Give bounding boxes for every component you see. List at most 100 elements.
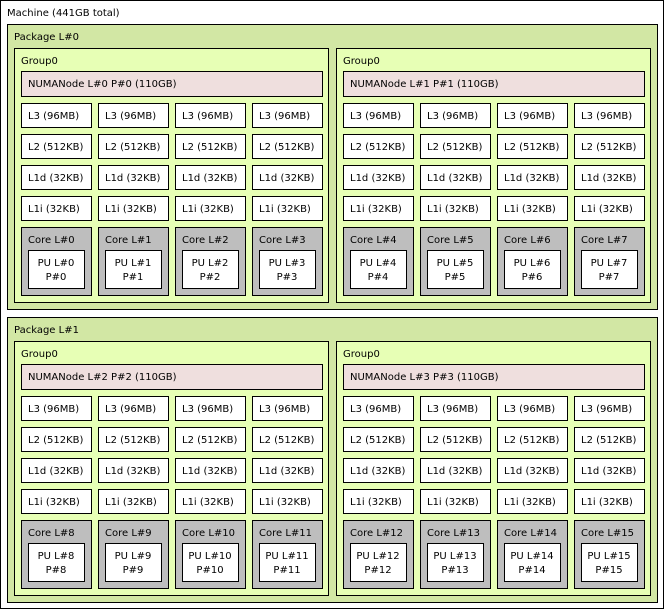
package-label: Package L#0 [14,32,79,43]
cache-box [175,165,246,190]
pu-label: P#4 [368,272,389,283]
cache-box [343,196,414,221]
cache-label: L1d (32KB) [28,466,84,477]
cache-box [98,489,169,514]
cache-box [343,134,414,159]
pu-box [259,250,316,289]
cache-box [497,458,568,483]
cache-box [252,103,323,128]
cache-label: L3 (96MB) [182,111,233,122]
numa-label: NUMANode L#3 P#3 (110GB) [350,372,499,383]
pu-label: P#0 [46,272,67,283]
pu-label: PU L#10 [188,551,231,562]
cache-label: L3 (96MB) [581,111,632,122]
cache-label: L2 (512KB) [427,142,483,153]
cache-box [420,489,491,514]
cache-label: L3 (96MB) [259,111,310,122]
cache-label: L2 (512KB) [182,435,238,446]
cache-box [420,165,491,190]
cache-label: L3 (96MB) [28,111,79,122]
cache-label: L2 (512KB) [28,142,84,153]
cache-box [252,489,323,514]
cache-label: L3 (96MB) [427,404,478,415]
core-label: Core L#11 [259,528,312,539]
cache-label: L2 (512KB) [427,435,483,446]
cache-box [343,165,414,190]
cache-box [420,103,491,128]
cache-box [497,396,568,421]
cache-box [420,134,491,159]
cache-label: L1i (32KB) [581,204,633,215]
cache-label: L2 (512KB) [259,435,315,446]
numa-label: NUMANode L#1 P#1 (110GB) [350,79,499,90]
core-label: Core L#12 [350,528,403,539]
pu-box [182,250,239,289]
cache-box [343,458,414,483]
pu-box [259,543,316,582]
cache-label: L1i (32KB) [427,497,479,508]
cache-label: L1d (32KB) [182,466,238,477]
cache-label: L3 (96MB) [28,404,79,415]
cache-box [98,134,169,159]
pu-label: PU L#7 [591,258,628,269]
core-label: Core L#4 [350,235,397,246]
pu-box [350,250,407,289]
cache-label: L1d (32KB) [105,466,161,477]
cache-label: L2 (512KB) [504,435,560,446]
cache-label: L1d (32KB) [105,173,161,184]
cache-box [98,196,169,221]
pu-label: P#6 [522,272,543,283]
pu-box [182,543,239,582]
numa-label: NUMANode L#0 P#0 (110GB) [28,79,177,90]
cache-box [574,196,645,221]
group-label: Group0 [343,56,380,67]
pu-label: P#1 [123,272,144,283]
core-label: Core L#7 [581,235,628,246]
pu-label: PU L#0 [38,258,75,269]
cache-label: L1d (32KB) [581,466,637,477]
core-label: Core L#0 [28,235,75,246]
cache-box [98,458,169,483]
cache-label: L1d (32KB) [581,173,637,184]
pu-label: P#11 [273,565,300,576]
cache-box [98,427,169,452]
cache-box [497,134,568,159]
pu-label: P#8 [46,565,67,576]
cache-box [497,489,568,514]
numa-box [21,71,323,97]
package-label: Package L#1 [14,325,79,336]
cache-label: L1i (32KB) [259,204,311,215]
pu-label: PU L#1 [115,258,152,269]
core-label: Core L#2 [182,235,229,246]
cache-label: L2 (512KB) [350,142,406,153]
cache-box [21,196,92,221]
cache-box [574,103,645,128]
pu-box [105,543,162,582]
core-label: Core L#10 [182,528,235,539]
core-label: Core L#13 [427,528,480,539]
cache-box [175,427,246,452]
pu-label: PU L#3 [269,258,306,269]
cache-label: L1i (32KB) [259,497,311,508]
cache-box [21,427,92,452]
cache-box [175,196,246,221]
cache-box [21,134,92,159]
pu-label: P#3 [277,272,298,283]
pu-label: P#10 [196,565,223,576]
cache-label: L1i (32KB) [105,204,157,215]
cache-label: L3 (96MB) [504,404,555,415]
cache-label: L1d (32KB) [259,173,315,184]
pu-box [427,250,484,289]
numa-label: NUMANode L#2 P#2 (110GB) [28,372,177,383]
pu-label: PU L#4 [360,258,397,269]
cache-box [98,103,169,128]
cache-label: L3 (96MB) [350,404,401,415]
group-label: Group0 [21,349,58,360]
cache-label: L3 (96MB) [581,404,632,415]
cache-label: L1d (32KB) [504,466,560,477]
cache-box [21,489,92,514]
pu-label: P#7 [599,272,620,283]
cache-box [175,489,246,514]
cache-label: L3 (96MB) [182,404,233,415]
core-label: Core L#1 [105,235,152,246]
